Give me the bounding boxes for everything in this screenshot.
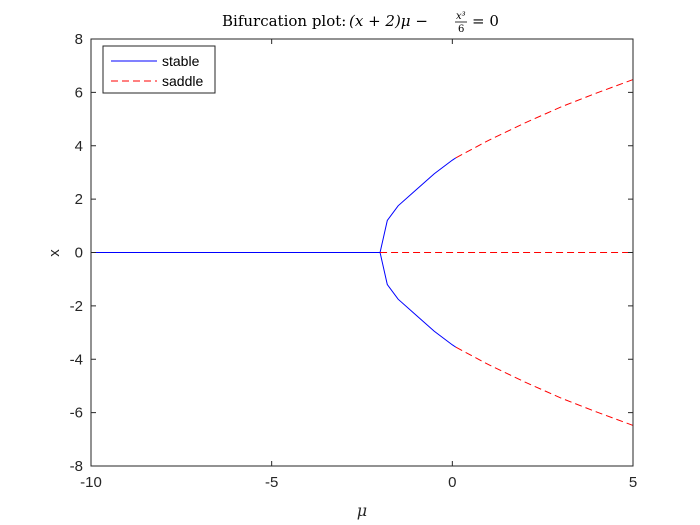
chart-title-rhs: = 0 (472, 12, 499, 30)
x-tick-label: 5 (629, 474, 637, 491)
chart-title-lhs: (x + 2)μ − (349, 12, 428, 30)
chart-title-frac-num: x³ (456, 11, 466, 22)
x-tick-label: 0 (448, 474, 456, 491)
y-tick-label: 6 (75, 84, 83, 101)
legend-box (102, 45, 216, 94)
series-layer (91, 79, 634, 426)
legend-label-stable: stable (162, 53, 200, 69)
y-tick-label: 4 (75, 138, 83, 155)
x-tick-label: -5 (265, 474, 278, 491)
chart-title-frac-den: 6 (458, 24, 464, 35)
chart-title: Bifurcation plot: (x + 2)μ − x³ 6 = 0 (222, 11, 499, 35)
x-axis-label: μ (357, 501, 367, 520)
y-tick-label: -6 (70, 405, 83, 422)
x-tick-label: -10 (80, 474, 102, 491)
y-tick-label: -8 (70, 458, 83, 475)
y-tick-label: -2 (70, 298, 83, 315)
y-axis-label: x (46, 249, 63, 257)
legend-label-saddle: saddle (162, 73, 203, 89)
series-stable-branch-2 (379, 252, 457, 348)
series-stable-branch-1 (379, 157, 457, 253)
y-tick-label: 8 (75, 31, 83, 48)
tick-layer: -10 -5 0 5 -8 -6 -4 -2 0 2 4 6 8 (70, 31, 638, 491)
y-tick-label: 0 (75, 245, 83, 262)
legend: stable saddle (102, 45, 216, 94)
chart-title-prefix: Bifurcation plot: (222, 12, 351, 30)
y-tick-label: 2 (75, 191, 83, 208)
y-tick-label: -4 (70, 351, 83, 368)
